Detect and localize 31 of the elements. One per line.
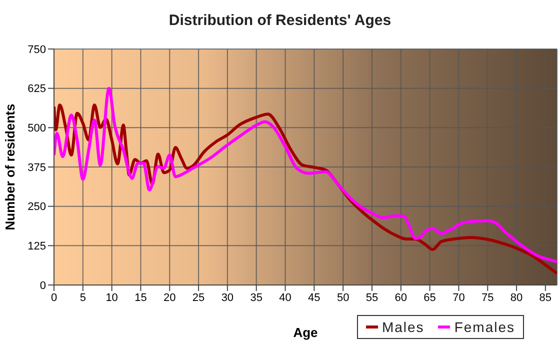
x-tick-label: 20: [164, 292, 176, 304]
legend-label: Males: [380, 319, 424, 335]
y-tick-label: 750: [28, 44, 46, 56]
x-tick-label: 75: [481, 292, 494, 304]
x-tick-label: 65: [424, 292, 436, 304]
x-tick-label: 5: [80, 292, 86, 304]
x-tick-label: 70: [452, 292, 465, 304]
legend-label: Females: [453, 319, 515, 335]
y-tick-label: 250: [28, 201, 46, 214]
x-tick-label: 45: [308, 292, 320, 304]
y-tick-label: 375: [28, 162, 46, 174]
y-tick-label: 0: [40, 280, 46, 292]
x-tick-label: 80: [510, 292, 523, 304]
x-tick-label: 55: [366, 292, 378, 304]
x-tick-label: 85: [539, 292, 552, 304]
x-tick-label: 25: [192, 292, 205, 304]
y-tick-label: 625: [28, 83, 46, 96]
y-axis-title: Number of residents: [2, 104, 18, 230]
x-tick-label: 30: [221, 292, 234, 304]
y-tick-label: 125: [28, 240, 46, 253]
line-series: [54, 86, 557, 264]
x-tick-label: 50: [336, 292, 350, 304]
y-tick-label: 500: [28, 122, 46, 135]
chart-title: Distribution of Residents' Ages: [168, 12, 392, 29]
x-axis-title: Age: [293, 325, 318, 340]
x-tick-label: 40: [279, 292, 292, 304]
x-tick-label: 10: [106, 292, 118, 304]
x-tick-label: 60: [394, 292, 408, 304]
x-tick-label: 15: [134, 292, 147, 304]
x-tick-label: 35: [250, 292, 262, 304]
x-tick-label: 0: [50, 292, 58, 304]
